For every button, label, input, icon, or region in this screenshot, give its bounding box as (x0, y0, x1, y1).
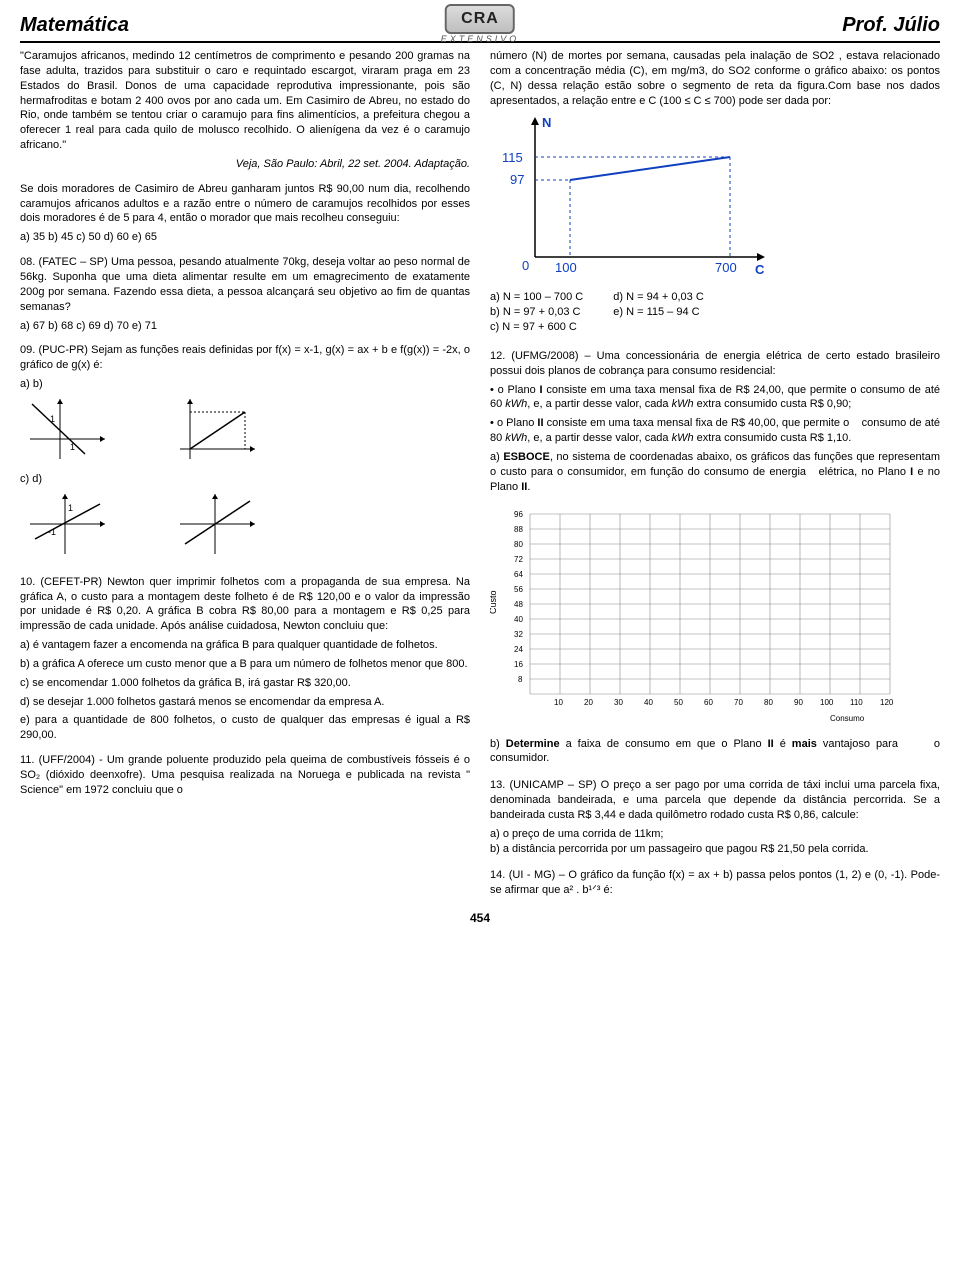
svg-text:70: 70 (734, 698, 743, 707)
q14: 14. (UI - MG) – O gráfico da função f(x)… (490, 868, 940, 898)
q11-cont: número (N) de mortes por semana, causada… (490, 49, 940, 108)
content-columns: "Caramujos africanos, medindo 12 centíme… (20, 49, 940, 902)
intro-text: "Caramujos africanos, medindo 12 centíme… (20, 49, 470, 153)
q9-cd-label: c) d) (20, 472, 470, 487)
svg-text:0: 0 (522, 258, 529, 273)
q10-e: e) para a quantidade de 800 folhetos, o … (20, 713, 470, 743)
svg-text:56: 56 (514, 585, 523, 594)
q9: 09. (PUC-PR) Sejam as funções reais defi… (20, 343, 470, 373)
svg-text:C: C (755, 262, 765, 277)
svg-text:32: 32 (514, 630, 523, 639)
svg-text:96: 96 (514, 510, 523, 519)
q8: 08. (FATEC – SP) Uma pessoa, pesando atu… (20, 255, 470, 314)
q12-grid: Custo (490, 499, 900, 729)
q9-ab-label: a) b) (20, 377, 470, 392)
page-header: Matemática CRA EXTENSIVO Prof. Júlio (20, 12, 940, 43)
q7-body: Se dois moradores de Casimiro de Abreu g… (20, 182, 470, 227)
svg-text:88: 88 (514, 525, 523, 534)
svg-text:110: 110 (850, 698, 863, 707)
q10-d: d) se desejar 1.000 folhetos gastará men… (20, 695, 470, 710)
q9-graph-d (170, 489, 260, 559)
svg-text:30: 30 (614, 698, 623, 707)
citation: Veja, São Paulo: Abril, 22 set. 2004. Ad… (20, 157, 470, 172)
q13-b: b) a distância percorrida por um passage… (490, 842, 940, 857)
q13-a: a) o preço de uma corrida de 11km; (490, 827, 940, 842)
svg-text:N: N (542, 115, 551, 130)
svg-text:72: 72 (514, 555, 523, 564)
q9-graph-a: 1 1 (20, 394, 110, 464)
svg-text:40: 40 (514, 615, 523, 624)
left-column: "Caramujos africanos, medindo 12 centíme… (20, 49, 470, 902)
q8-options: a) 67 b) 68 c) 69 d) 70 e) 71 (20, 319, 470, 334)
q12-head: 12. (UFMG/2008) – Uma concessionária de … (490, 349, 940, 379)
q10-a: a) é vantagem fazer a encomenda na gráfi… (20, 638, 470, 653)
svg-text:50: 50 (674, 698, 683, 707)
q11: 11. (UFF/2004) - Um grande poluente prod… (20, 753, 470, 798)
svg-text:1: 1 (50, 414, 55, 424)
svg-text:40: 40 (644, 698, 653, 707)
page-number: 454 (20, 910, 940, 926)
q7-options: a) 35 b) 45 c) 50 d) 60 e) 65 (20, 230, 470, 245)
q12-a: a) ESBOCE, no sistema de coordenadas aba… (490, 450, 940, 495)
q11-opts-left: a) N = 100 – 700 C b) N = 97 + 0,03 C c)… (490, 290, 583, 335)
q9-graph-c: 1 -1 (20, 489, 110, 559)
q11-options: a) N = 100 – 700 C b) N = 97 + 0,03 C c)… (490, 290, 940, 335)
svg-text:115: 115 (502, 150, 523, 165)
svg-text:10: 10 (554, 698, 563, 707)
q12-b1: • o Plano I consiste em uma taxa mensal … (490, 383, 940, 413)
svg-text:1: 1 (70, 442, 75, 452)
right-column: número (N) de mortes por semana, causada… (490, 49, 940, 902)
logo-sub: EXTENSIVO (441, 33, 520, 45)
q11-chart: N C 115 97 0 100 700 (490, 112, 770, 282)
svg-text:-1: -1 (48, 527, 56, 537)
q9-graphs-cd: 1 -1 (20, 489, 470, 559)
svg-text:90: 90 (794, 698, 803, 707)
q13: 13. (UNICAMP – SP) O preço a ser pago po… (490, 778, 940, 823)
svg-text:1: 1 (68, 503, 73, 513)
logo-main: CRA (445, 4, 515, 34)
svg-text:60: 60 (704, 698, 713, 707)
q10-b: b) a gráfica A oferece um custo menor qu… (20, 657, 470, 672)
svg-text:80: 80 (764, 698, 773, 707)
q11-opts-right: d) N = 94 + 0,03 C e) N = 115 – 94 C (613, 290, 704, 335)
teacher-name: Prof. Júlio (842, 12, 940, 39)
q10: 10. (CEFET-PR) Newton quer imprimir folh… (20, 575, 470, 634)
svg-text:8: 8 (518, 675, 523, 684)
q9-graphs-ab: 1 1 (20, 394, 470, 464)
q9-graph-b (170, 394, 260, 464)
svg-text:Consumo: Consumo (830, 714, 865, 723)
svg-text:64: 64 (514, 570, 523, 579)
q12-b: b) Determine a faixa de consumo em que o… (490, 737, 940, 767)
svg-text:48: 48 (514, 600, 523, 609)
svg-text:80: 80 (514, 540, 523, 549)
svg-text:24: 24 (514, 645, 523, 654)
svg-text:97: 97 (510, 172, 524, 187)
svg-text:120: 120 (880, 698, 894, 707)
svg-text:700: 700 (715, 260, 737, 275)
svg-text:100: 100 (555, 260, 577, 275)
subject-title: Matemática (20, 12, 129, 39)
q10-c: c) se encomendar 1.000 folhetos da gráfi… (20, 676, 470, 691)
svg-text:20: 20 (584, 698, 593, 707)
q12-b2: • o Plano II consiste em uma taxa mensal… (490, 416, 940, 446)
svg-text:100: 100 (820, 698, 834, 707)
logo: CRA EXTENSIVO (441, 4, 520, 45)
svg-text:Custo: Custo (490, 590, 498, 614)
svg-text:16: 16 (514, 660, 523, 669)
